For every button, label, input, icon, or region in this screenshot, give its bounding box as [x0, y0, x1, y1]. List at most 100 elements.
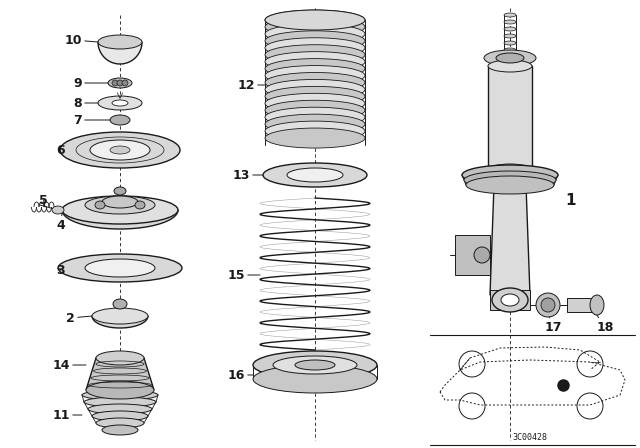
Ellipse shape: [265, 10, 365, 30]
Ellipse shape: [113, 299, 127, 309]
Ellipse shape: [541, 298, 555, 312]
Ellipse shape: [504, 41, 516, 45]
Ellipse shape: [88, 404, 152, 414]
Ellipse shape: [492, 288, 528, 312]
Text: 8: 8: [74, 96, 98, 109]
Ellipse shape: [85, 259, 155, 277]
Ellipse shape: [504, 34, 516, 38]
Ellipse shape: [488, 60, 532, 72]
Bar: [455, 235, 490, 275]
Ellipse shape: [62, 196, 178, 224]
Text: 13: 13: [232, 168, 263, 181]
Ellipse shape: [504, 20, 516, 24]
Ellipse shape: [114, 187, 126, 195]
Ellipse shape: [536, 293, 560, 317]
Text: 15: 15: [227, 268, 260, 281]
Text: 2: 2: [67, 311, 92, 324]
Ellipse shape: [295, 360, 335, 370]
Ellipse shape: [265, 86, 365, 106]
Polygon shape: [62, 210, 178, 229]
Ellipse shape: [504, 48, 516, 52]
Ellipse shape: [265, 10, 365, 30]
Text: 12: 12: [237, 78, 265, 91]
Ellipse shape: [265, 45, 365, 65]
Ellipse shape: [474, 247, 490, 263]
Ellipse shape: [265, 121, 365, 141]
Ellipse shape: [90, 140, 150, 160]
Ellipse shape: [98, 35, 142, 49]
Ellipse shape: [122, 80, 128, 86]
Ellipse shape: [85, 196, 155, 214]
Text: 18: 18: [590, 305, 614, 333]
Text: 4: 4: [56, 213, 65, 232]
Ellipse shape: [102, 425, 138, 435]
Ellipse shape: [265, 79, 365, 99]
Text: 11: 11: [52, 409, 82, 422]
Text: 17: 17: [544, 307, 562, 333]
Ellipse shape: [117, 80, 123, 86]
Ellipse shape: [265, 24, 365, 44]
Ellipse shape: [265, 17, 365, 37]
Ellipse shape: [108, 78, 132, 88]
Text: 10: 10: [65, 34, 98, 47]
Text: 1: 1: [565, 193, 575, 207]
Text: 3C00428: 3C00428: [513, 433, 547, 442]
Text: 5: 5: [39, 194, 48, 207]
Ellipse shape: [464, 171, 556, 189]
Polygon shape: [86, 358, 154, 390]
Ellipse shape: [265, 107, 365, 127]
Text: 9: 9: [74, 77, 108, 90]
Text: 16: 16: [228, 369, 253, 382]
Ellipse shape: [96, 351, 144, 365]
Ellipse shape: [265, 73, 365, 92]
Ellipse shape: [265, 59, 365, 78]
Ellipse shape: [58, 254, 182, 282]
Bar: [567, 298, 597, 312]
Text: 3: 3: [56, 263, 65, 276]
Ellipse shape: [86, 381, 154, 399]
Ellipse shape: [265, 114, 365, 134]
Ellipse shape: [112, 100, 128, 106]
Ellipse shape: [466, 176, 554, 194]
Ellipse shape: [263, 163, 367, 187]
Polygon shape: [98, 42, 142, 64]
Ellipse shape: [265, 38, 365, 58]
Ellipse shape: [265, 52, 365, 72]
Ellipse shape: [98, 96, 142, 110]
Ellipse shape: [92, 411, 148, 421]
Ellipse shape: [273, 356, 357, 374]
Text: 7: 7: [73, 113, 110, 126]
Bar: [488, 66, 532, 170]
Ellipse shape: [287, 168, 343, 182]
Ellipse shape: [135, 201, 145, 209]
Ellipse shape: [488, 164, 532, 176]
Ellipse shape: [95, 201, 105, 209]
Ellipse shape: [102, 196, 138, 208]
Ellipse shape: [501, 294, 519, 306]
Ellipse shape: [84, 397, 156, 407]
Text: 6: 6: [56, 143, 65, 156]
Ellipse shape: [265, 65, 365, 86]
Ellipse shape: [92, 308, 148, 324]
Ellipse shape: [253, 365, 377, 393]
Ellipse shape: [504, 27, 516, 31]
Ellipse shape: [265, 128, 365, 148]
Ellipse shape: [110, 146, 130, 154]
Ellipse shape: [265, 31, 365, 51]
Text: 14: 14: [52, 358, 86, 371]
Polygon shape: [490, 185, 530, 295]
Ellipse shape: [504, 13, 516, 17]
Polygon shape: [92, 316, 148, 328]
Ellipse shape: [253, 351, 377, 379]
Ellipse shape: [52, 206, 64, 214]
Ellipse shape: [265, 100, 365, 120]
Ellipse shape: [496, 53, 524, 63]
Ellipse shape: [462, 165, 558, 185]
Ellipse shape: [265, 93, 365, 113]
Ellipse shape: [110, 115, 130, 125]
Ellipse shape: [590, 295, 604, 315]
Ellipse shape: [60, 132, 180, 168]
Bar: [490, 290, 530, 310]
Ellipse shape: [82, 390, 158, 400]
Ellipse shape: [112, 80, 118, 86]
